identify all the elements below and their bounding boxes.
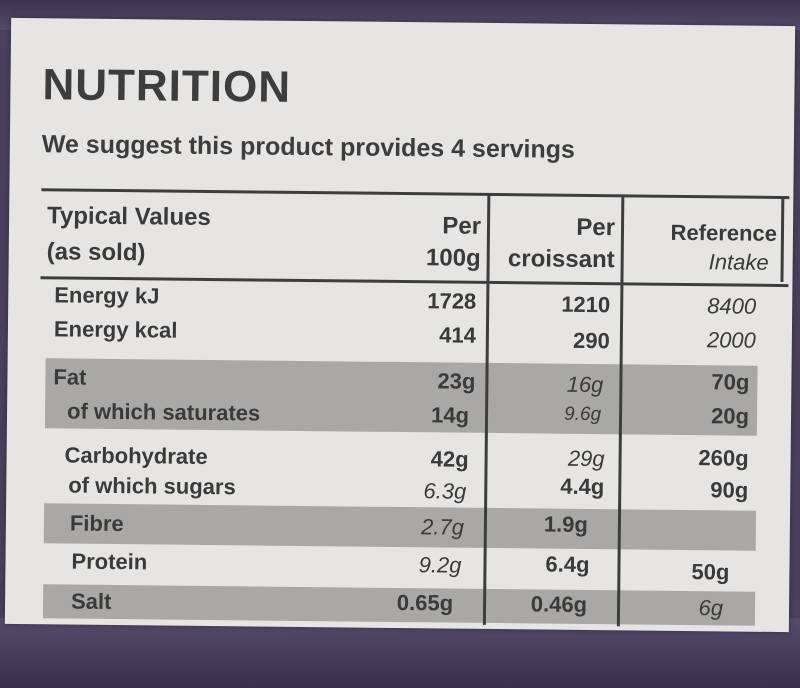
servings-note: We suggest this product provides 4 servi…	[41, 130, 575, 164]
value-fat-ri: 70g	[711, 369, 750, 395]
table-top-rule	[41, 188, 790, 200]
header-100g: 100g	[425, 244, 481, 272]
value-protein-100g: 9.2g	[418, 552, 462, 578]
value-energy-kcal-100g: 414	[439, 322, 477, 348]
value-saturates-croissant: 9.6g	[563, 403, 602, 426]
row-label-energy-kcal: Energy kcal	[53, 316, 178, 343]
row-label-carbohydrate: Carbohydrate	[64, 442, 208, 469]
value-saturates-ri: 20g	[711, 403, 750, 429]
value-carbohydrate-croissant: 29g	[567, 445, 605, 472]
value-energy-kj-100g: 1728	[427, 288, 477, 314]
value-fat-100g: 23g	[437, 368, 476, 394]
value-fibre-croissant: 1.9g	[543, 511, 589, 537]
value-energy-kcal-ri: 2000	[706, 327, 756, 353]
value-fat-croissant: 16g	[566, 371, 604, 398]
row-label-fibre: Fibre	[69, 510, 124, 537]
row-label-saturates: of which saturates	[66, 398, 261, 426]
value-carbohydrate-100g: 42g	[430, 446, 469, 472]
value-salt-ri: 6g	[698, 595, 724, 621]
value-protein-ri: 50g	[691, 559, 730, 585]
value-sugars-croissant: 4.4g	[560, 473, 605, 500]
row-label-fat: Fat	[53, 364, 87, 390]
value-saturates-100g: 14g	[431, 402, 470, 428]
value-energy-kj-ri: 8400	[707, 293, 757, 319]
value-protein-croissant: 6.4g	[545, 551, 590, 577]
header-reference: Reference	[670, 219, 778, 246]
header-per-2: Per	[576, 213, 616, 242]
nutrition-title: NUTRITION	[42, 60, 292, 112]
value-sugars-ri: 90g	[710, 477, 749, 503]
row-label-energy-kj: Energy kJ	[54, 282, 160, 309]
value-sugars-100g: 6.3g	[423, 478, 467, 504]
header-typical-values: Typical Values	[46, 202, 211, 232]
value-energy-kj-croissant: 1210	[561, 291, 611, 318]
header-croissant: croissant	[507, 245, 615, 274]
value-carbohydrate-ri: 260g	[698, 445, 749, 471]
value-salt-croissant: 0.46g	[530, 591, 588, 617]
header-intake: Intake	[708, 249, 769, 275]
header-per: Per	[442, 212, 482, 240]
column-divider-3	[780, 197, 785, 283]
row-label-protein: Protein	[71, 548, 148, 575]
nutrition-label-panel: NUTRITION We suggest this product provid…	[4, 17, 796, 633]
row-label-sugars: of which sugars	[68, 472, 236, 500]
value-energy-kcal-croissant: 290	[572, 327, 610, 354]
row-label-salt: Salt	[70, 588, 112, 614]
value-salt-100g: 0.65g	[396, 589, 454, 616]
header-as-sold: (as sold)	[46, 238, 146, 267]
value-fibre-100g: 2.7g	[420, 514, 465, 540]
